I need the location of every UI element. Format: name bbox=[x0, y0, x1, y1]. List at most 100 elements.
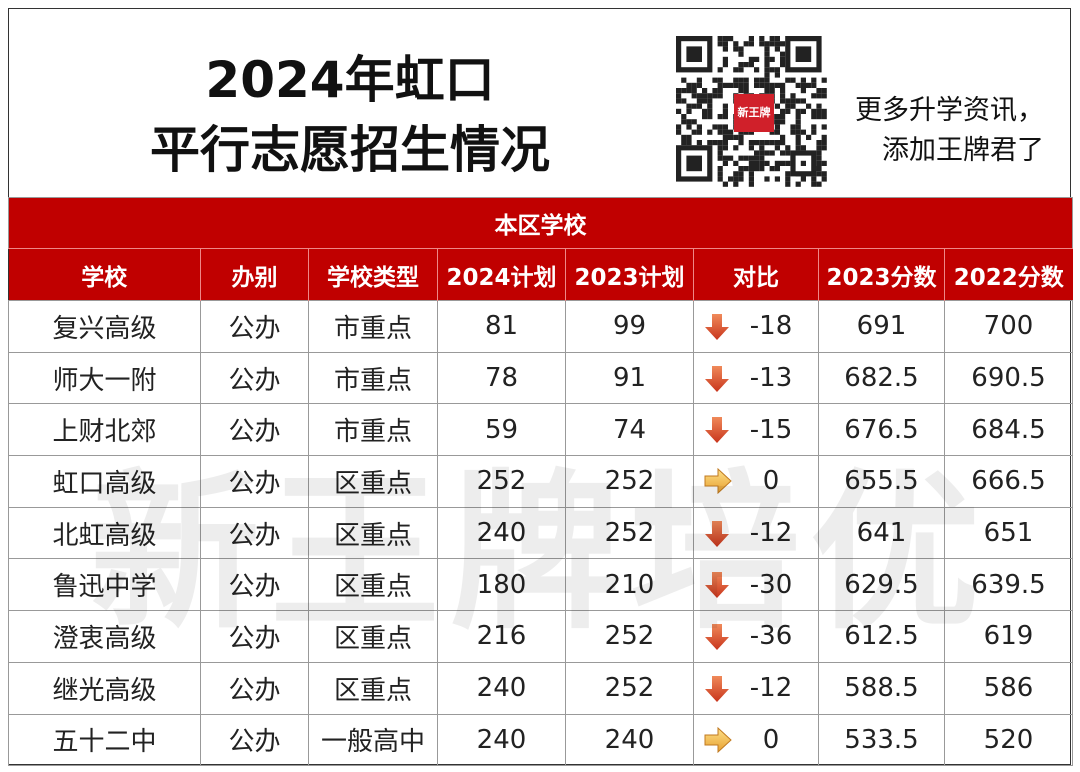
table-cell: 210 bbox=[565, 558, 694, 612]
table-cell: 公办 bbox=[200, 403, 309, 457]
table-row: 师大一附 公办 市重点 78 91 -13 682.5 690.5 bbox=[8, 351, 1073, 405]
column-header: 对比 bbox=[693, 248, 819, 301]
table-cell: -12 bbox=[693, 506, 819, 560]
table-cell: 655.5 bbox=[818, 455, 945, 508]
table-cell: 继光高级 bbox=[8, 661, 201, 715]
table-cell: 586 bbox=[944, 661, 1073, 715]
table-cell: 240 bbox=[437, 713, 566, 767]
table-cell: 81 bbox=[437, 300, 566, 353]
cell-text: -18 bbox=[749, 311, 793, 342]
table-cell: 91 bbox=[565, 351, 694, 405]
table-row: 上财北郊 公办 市重点 59 74 -15 676.5 684.5 bbox=[8, 403, 1073, 457]
cell-text: -13 bbox=[749, 363, 793, 394]
table-cell: 区重点 bbox=[308, 661, 438, 715]
column-header: 2022分数 bbox=[944, 248, 1073, 301]
table-cell: -36 bbox=[693, 610, 819, 663]
table-cell: -13 bbox=[693, 351, 819, 405]
table-cell: 639.5 bbox=[944, 558, 1073, 612]
table-cell: 区重点 bbox=[308, 558, 438, 612]
table-cell: 629.5 bbox=[818, 558, 945, 612]
cell-text: -36 bbox=[749, 621, 793, 652]
title: 2024年虹口 bbox=[205, 51, 495, 109]
table-cell: -18 bbox=[693, 300, 819, 353]
table-cell: 公办 bbox=[200, 661, 309, 715]
table-cell: 区重点 bbox=[308, 610, 438, 663]
table-cell: 240 bbox=[565, 713, 694, 767]
table-cell: 252 bbox=[565, 661, 694, 715]
cell-text: -12 bbox=[749, 673, 793, 704]
table-cell: 市重点 bbox=[308, 403, 438, 457]
cell-text: -30 bbox=[749, 569, 793, 600]
table-cell: 619 bbox=[944, 610, 1073, 663]
column-header: 2024计划 bbox=[437, 248, 566, 301]
cell-text: -12 bbox=[749, 518, 793, 549]
cell-text: 0 bbox=[762, 724, 780, 755]
table-cell: 区重点 bbox=[308, 506, 438, 560]
table-cell: 公办 bbox=[200, 713, 309, 767]
table-cell: 612.5 bbox=[818, 610, 945, 663]
table-cell: 666.5 bbox=[944, 455, 1073, 508]
table-cell: -12 bbox=[693, 661, 819, 715]
table-cell: 市重点 bbox=[308, 300, 438, 353]
table-cell: -15 bbox=[693, 403, 819, 457]
table-row: 虹口高级 公办 区重点 252 252 0 655.5 666.5 bbox=[8, 455, 1073, 508]
table-cell: 682.5 bbox=[818, 351, 945, 405]
table-cell: 澄衷高级 bbox=[8, 610, 201, 663]
section-header: 本区学校 bbox=[8, 197, 1073, 249]
table: 本区学校 学校 办别 学校类型 2024计划 2023计划 对比 2023分数 2022分数 … bbox=[8, 197, 1073, 767]
right-arrow bbox=[704, 726, 732, 753]
table-cell: 641 bbox=[818, 506, 945, 560]
table-cell: 690.5 bbox=[944, 351, 1073, 405]
column-header: 学校类型 bbox=[308, 248, 438, 301]
table-cell: 0 bbox=[693, 455, 819, 508]
table-row: 鲁迅中学 公办 区重点 180 210 -30 629.5 639.5 bbox=[8, 558, 1073, 612]
table-row: 北虹高级 公办 区重点 240 252 -12 641 651 bbox=[8, 506, 1073, 560]
table-cell: 78 bbox=[437, 351, 566, 405]
table-cell: 520 bbox=[944, 713, 1073, 767]
table-row: 五十二中 公办 一般高中 240 240 0 533.5 520 bbox=[8, 713, 1073, 767]
column-header: 2023分数 bbox=[818, 248, 945, 301]
table-cell: 691 bbox=[818, 300, 945, 353]
title: 平行志愿招生情况 bbox=[150, 121, 550, 179]
table-cell: 市重点 bbox=[308, 351, 438, 405]
table-row: 澄衷高级 公办 区重点 216 252 -36 612.5 619 bbox=[8, 610, 1073, 663]
down-arrow bbox=[705, 314, 729, 340]
qr-code: 新王牌 bbox=[676, 36, 827, 187]
table-cell: 一般高中 bbox=[308, 713, 438, 767]
table-cell: 240 bbox=[437, 506, 566, 560]
table-cell: 公办 bbox=[200, 506, 309, 560]
table-cell: 区重点 bbox=[308, 455, 438, 508]
right-arrow bbox=[704, 468, 732, 495]
column-header: 学校 bbox=[8, 248, 201, 301]
table-cell: 0 bbox=[693, 713, 819, 767]
table-cell: 252 bbox=[565, 610, 694, 663]
table-cell: -30 bbox=[693, 558, 819, 612]
column-header: 办别 bbox=[200, 248, 309, 301]
table-cell: 252 bbox=[437, 455, 566, 508]
table-cell: 上财北郊 bbox=[8, 403, 201, 457]
table-cell: 700 bbox=[944, 300, 1073, 353]
table-cell: 216 bbox=[437, 610, 566, 663]
column-header: 2023计划 bbox=[565, 248, 694, 301]
table-cell: 59 bbox=[437, 403, 566, 457]
table-cell: 师大一附 bbox=[8, 351, 201, 405]
cell-text: 0 bbox=[762, 466, 780, 497]
side-text: 更多升学资讯， bbox=[855, 95, 1044, 126]
table-cell: 676.5 bbox=[818, 403, 945, 457]
table-row: 继光高级 公办 区重点 240 252 -12 588.5 586 bbox=[8, 661, 1073, 715]
down-arrow bbox=[705, 675, 729, 702]
table-cell: 鲁迅中学 bbox=[8, 558, 201, 612]
table-cell: 公办 bbox=[200, 300, 309, 353]
table-cell: 74 bbox=[565, 403, 694, 457]
table-cell: 99 bbox=[565, 300, 694, 353]
qr-logo-bg bbox=[734, 94, 774, 132]
table-cell: 180 bbox=[437, 558, 566, 612]
table-cell: 公办 bbox=[200, 455, 309, 508]
cell-text: -15 bbox=[749, 414, 793, 445]
table-cell: 252 bbox=[565, 506, 694, 560]
table-cell: 复兴高级 bbox=[8, 300, 201, 353]
table-cell: 240 bbox=[437, 661, 566, 715]
table-cell: 684.5 bbox=[944, 403, 1073, 457]
down-arrow bbox=[705, 520, 729, 547]
